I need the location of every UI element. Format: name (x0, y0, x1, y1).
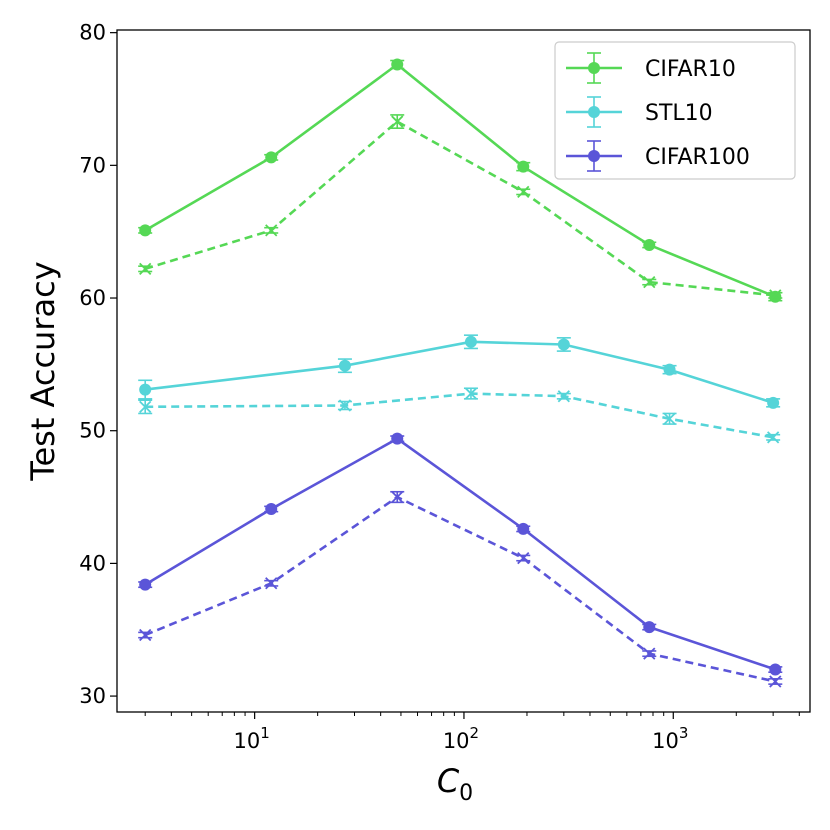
x-marker-stroke-b (265, 577, 278, 590)
legend-entry-1: STL10 (566, 96, 713, 128)
series-1-point-4 (643, 275, 656, 289)
legend-box (554, 41, 796, 180)
series-4-point-3 (517, 522, 530, 535)
series-1-point-0 (139, 262, 152, 275)
x-marker-stroke-b (663, 412, 676, 425)
series-3-point-3 (557, 390, 570, 403)
series-5-point-1 (265, 577, 278, 590)
x-tick-exponent-0: 1 (260, 724, 270, 742)
series-1-point-3 (517, 185, 530, 199)
x-axis-label: C0 (437, 762, 473, 806)
series-4-point-2 (391, 432, 404, 445)
series-0-point-0 (139, 224, 152, 237)
series-0-point-2 (391, 58, 404, 71)
x-marker-stroke-b (769, 675, 782, 688)
series-2-point-5 (767, 396, 780, 409)
legend-entry-1-marker (588, 106, 600, 118)
series-5-point-3 (517, 551, 530, 565)
series-4-point-0 (139, 578, 152, 591)
x-marker-stroke-b (139, 262, 152, 275)
x-axis-label-subscript: 0 (459, 781, 473, 806)
x-marker-stroke-b (464, 387, 478, 400)
series-2-point-0 (139, 383, 152, 396)
x-marker-stroke-b (557, 390, 570, 403)
series-1 (138, 114, 783, 302)
x-tick-base-1: 10 (443, 729, 470, 753)
series-1-point-5 (769, 289, 782, 302)
series-0-line (144, 62, 776, 298)
legend-entry-2-marker (588, 150, 600, 162)
x-tick-exponent-1: 2 (470, 724, 480, 742)
x-axis-label-main: C (437, 762, 460, 800)
x-marker-stroke-b (767, 431, 780, 444)
series-5-point-0 (139, 628, 152, 642)
x-marker-stroke-b (139, 628, 152, 642)
series-5 (138, 490, 783, 688)
series-1-line (144, 120, 776, 297)
legend: CIFAR10 STL10 CIFAR100 (554, 41, 796, 180)
legend-entry-0-label: CIFAR10 (645, 57, 736, 82)
series-3-point-0 (139, 400, 152, 413)
y-tick-label-0: 30 (79, 684, 106, 708)
x-marker-stroke-b (139, 400, 152, 413)
series-3 (138, 387, 781, 444)
series-3-point-5 (767, 431, 780, 444)
y-tick-label-2: 50 (79, 419, 106, 443)
x-tick-label-0: 101 (234, 724, 270, 753)
series-4-line (144, 437, 776, 671)
series-2-point-4 (663, 363, 676, 376)
series-layer (138, 58, 783, 688)
x-tick-base-2: 10 (652, 729, 679, 753)
legend-entry-2: CIFAR100 (566, 140, 750, 172)
series-3-point-4 (663, 412, 676, 425)
series-1-point-2 (391, 115, 404, 128)
x-marker-stroke-b (391, 490, 404, 504)
series-5-point-2 (391, 490, 404, 504)
series-5-point-4 (643, 647, 656, 660)
y-tick-label-5: 80 (79, 21, 106, 45)
x-marker-stroke-b (517, 185, 530, 199)
series-4-point-5 (769, 663, 782, 676)
series-3-point-1 (338, 399, 352, 412)
y-tick-label-1: 40 (79, 551, 106, 575)
y-axis-label: Test Accuracy (24, 261, 62, 481)
series-1-point-1 (265, 224, 278, 237)
series-5-line (144, 495, 776, 683)
series-5-point-5 (769, 675, 782, 688)
x-marker-stroke-b (517, 551, 530, 565)
y-tick-label-3: 60 (79, 286, 106, 310)
x-marker-stroke-b (338, 399, 352, 412)
series-3-point-2 (464, 387, 478, 400)
x-tick-label-1: 102 (443, 724, 479, 753)
legend-entry-0-marker (588, 62, 600, 74)
series-0-point-4 (643, 238, 656, 251)
x-marker-stroke-b (643, 275, 656, 289)
x-marker-stroke-b (643, 647, 656, 660)
x-marker-stroke-b (769, 289, 782, 302)
series-4-point-1 (265, 502, 278, 515)
x-marker-stroke-b (391, 115, 404, 128)
series-2-point-2 (464, 335, 477, 348)
series-2 (138, 334, 781, 409)
x-tick-label-2: 103 (652, 724, 688, 753)
y-tick-label-4: 70 (79, 153, 106, 177)
legend-entry-1-label: STL10 (645, 101, 713, 126)
series-2-line (145, 340, 774, 405)
series-0-point-1 (265, 151, 278, 164)
series-0-point-3 (517, 160, 530, 173)
legend-entry-2-label: CIFAR100 (645, 145, 750, 170)
series-2-point-1 (338, 359, 351, 372)
legend-entry-0: CIFAR10 (566, 52, 736, 84)
x-tick-base-0: 10 (234, 729, 261, 753)
x-marker-stroke-b (265, 224, 278, 237)
x-tick-exponent-2: 3 (679, 724, 689, 742)
series-4 (138, 432, 783, 676)
series-2-point-3 (557, 338, 570, 351)
series-4-point-4 (643, 621, 656, 634)
